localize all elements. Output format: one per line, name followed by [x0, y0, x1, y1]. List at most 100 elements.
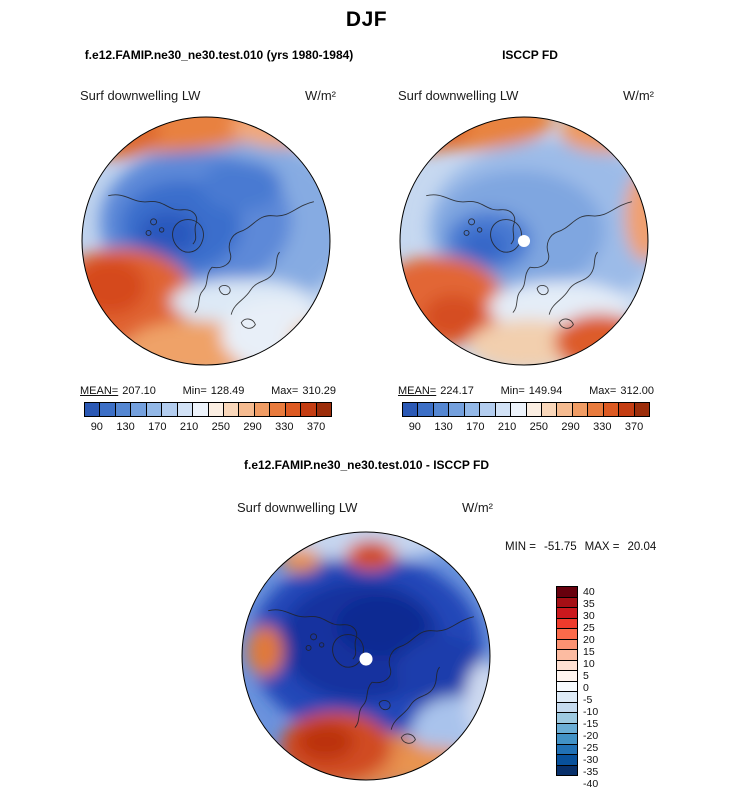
colorbar-segment	[403, 403, 418, 416]
colorbar-segment	[525, 403, 541, 416]
colorbar-segment	[85, 403, 100, 416]
diff-max-value: 20.04	[627, 541, 657, 553]
season-title: DJF	[345, 8, 388, 31]
colorbar-tick-label: 130	[434, 421, 453, 433]
colorbar-segment	[557, 754, 577, 765]
colorbar-segment	[300, 403, 316, 416]
colorbar-tick-label: 170	[466, 421, 485, 433]
model-units-label: W/m²	[304, 88, 336, 103]
obs-field-label: Surf downwelling LW	[398, 88, 519, 103]
colorbar-tick-label: -10	[583, 706, 599, 718]
colorbar-segment	[510, 403, 526, 416]
colorbar-tick-label: 90	[90, 421, 103, 433]
model-min-value: 128.49	[210, 385, 245, 397]
colorbar-segment	[432, 403, 449, 416]
model-panel-title: f.e12.FAMIP.ne30_ne30.test.010 (yrs 1980…	[84, 48, 354, 62]
obs-min-value: 149.94	[528, 385, 563, 397]
obs-mean-label: MEAN=	[398, 385, 437, 397]
colorbar-segment	[602, 403, 619, 416]
colorbar-segment	[417, 403, 433, 416]
colorbar-tick-label: 330	[275, 421, 294, 433]
colorbar-segment	[448, 403, 464, 416]
colorbar-segment	[618, 403, 634, 416]
colorbar-segment	[557, 712, 577, 723]
colorbar-segment	[463, 403, 480, 416]
colorbar-tick-label: -30	[583, 754, 599, 766]
colorbar-tick-label: 290	[243, 421, 262, 433]
obs-colorbar-ticks: 90 130 170 210 250 290 330 370	[402, 421, 650, 433]
colorbar-tick-label: 330	[593, 421, 612, 433]
colorbar-segment	[557, 733, 577, 744]
colorbar-segment	[557, 722, 577, 733]
model-field-row: Surf downwelling LW W/m²	[80, 88, 336, 103]
colorbar-tick-label: 25	[583, 622, 595, 634]
colorbar-segment	[571, 403, 588, 416]
colorbar-segment	[540, 403, 557, 416]
obs-min-label: Min=	[500, 385, 525, 397]
colorbar-segment	[222, 403, 239, 416]
colorbar-tick-label: 40	[583, 586, 595, 598]
model-max-label: Max=	[271, 385, 299, 397]
colorbar-segment	[192, 403, 208, 416]
colorbar-tick-label: 210	[497, 421, 517, 433]
model-colorbar	[84, 402, 332, 417]
obs-max-label: Max=	[589, 385, 617, 397]
diff-colorbar	[556, 586, 578, 776]
colorbar-segment	[557, 628, 577, 639]
colorbar-tick-label: 5	[583, 670, 589, 682]
obs-field-row: Surf downwelling LW W/m²	[398, 88, 654, 103]
pole-gap-dot	[359, 652, 373, 666]
obs-mean-value: 224.17	[440, 385, 474, 397]
obs-panel-title: ISCCP FD	[502, 48, 558, 62]
model-stats-row: MEAN= 207.10 Min= 128.49 Max= 310.29	[80, 385, 336, 397]
colorbar-segment	[633, 403, 649, 416]
colorbar-tick-label: 10	[583, 658, 595, 670]
colorbar-segment	[557, 743, 577, 754]
colorbar-segment	[557, 638, 577, 649]
model-polar-map	[81, 116, 331, 366]
colorbar-segment	[557, 596, 577, 607]
colorbar-tick-label: 15	[583, 646, 595, 658]
colorbar-tick-label: 370	[624, 421, 644, 433]
colorbar-tick-label: 290	[561, 421, 580, 433]
colorbar-tick-label: 210	[179, 421, 199, 433]
diff-field-row: Surf downwelling LW W/m²	[237, 500, 493, 515]
diff-units-label: W/m²	[461, 500, 493, 515]
obs-units-label: W/m²	[622, 88, 654, 103]
colorbar-tick-label: 30	[583, 610, 595, 622]
model-mean-value: 207.10	[122, 385, 156, 397]
colorbar-tick-label: -15	[583, 718, 599, 730]
model-mean-label: MEAN=	[80, 385, 119, 397]
colorbar-segment	[587, 403, 603, 416]
colorbar-tick-label: 90	[408, 421, 421, 433]
diff-max-label: MAX =	[584, 541, 620, 553]
colorbar-segment	[145, 403, 162, 416]
colorbar-tick-label: -35	[583, 766, 599, 778]
pole-gap-dot	[517, 234, 531, 248]
colorbar-tick-label: 370	[306, 421, 326, 433]
colorbar-tick-label: 250	[529, 421, 548, 433]
diff-min-value: -51.75	[544, 541, 577, 553]
colorbar-segment	[556, 403, 572, 416]
colorbar-segment	[253, 403, 270, 416]
colorbar-segment	[557, 670, 577, 681]
colorbar-tick-label: 250	[211, 421, 230, 433]
colorbar-segment	[557, 649, 577, 660]
colorbar-segment	[557, 701, 577, 712]
colorbar-segment	[238, 403, 254, 416]
colorbar-segment	[557, 691, 577, 702]
colorbar-segment	[114, 403, 131, 416]
coastlines	[108, 194, 314, 329]
coastlines	[426, 194, 632, 329]
model-max-value: 310.29	[302, 385, 336, 397]
diff-min-label: MIN =	[505, 541, 536, 553]
colorbar-segment	[557, 764, 577, 775]
colorbar-segment	[269, 403, 285, 416]
diff-panel-title: f.e12.FAMIP.ne30_ne30.test.010 - ISCCP F…	[244, 458, 489, 472]
colorbar-tick-label: -20	[583, 730, 599, 742]
colorbar-segment	[557, 617, 577, 628]
colorbar-segment	[557, 587, 577, 597]
colorbar-segment	[176, 403, 193, 416]
diff-colorbar-ticks: 40 35 30 25 20 15 10 5 0 -5 -10 -15 -20 -25 -30 -35 -40	[583, 586, 613, 789]
